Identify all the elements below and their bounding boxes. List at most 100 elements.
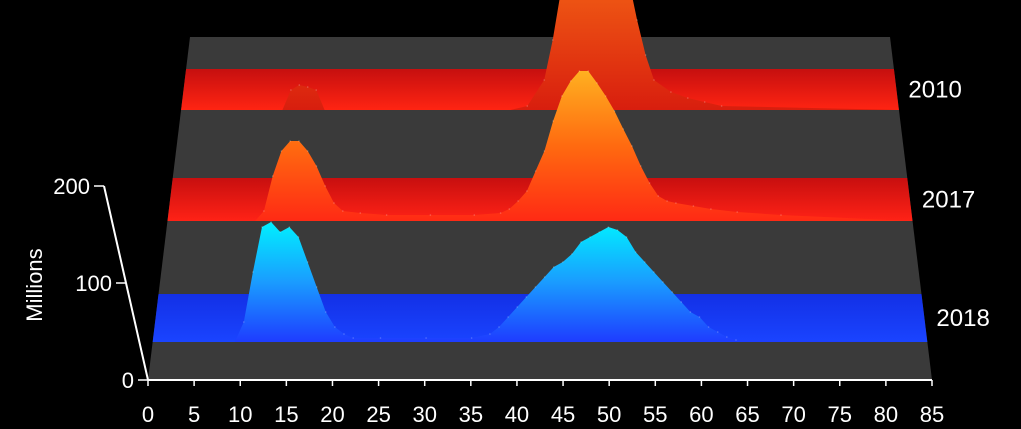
data-point-2018-53: [634, 251, 637, 253]
data-point-2017-48: [587, 70, 589, 72]
data-point-2018-49: [598, 231, 600, 233]
data-point-2017-14: [289, 140, 292, 142]
series-area-2010: [181, 0, 899, 110]
data-point-2017-41: [526, 190, 528, 192]
x-tick-label-60: 60: [689, 402, 713, 427]
data-point-2010-62: [703, 101, 706, 103]
data-point-2018-40: [516, 306, 518, 308]
data-point-2018-17: [306, 261, 309, 263]
data-point-2018-52: [625, 236, 628, 238]
data-point-2010-16: [315, 89, 318, 91]
data-point-2018-64: [735, 339, 737, 341]
x-tick-label-0: 0: [142, 402, 154, 427]
data-point-2018-48: [589, 236, 591, 238]
x-tick-label-70: 70: [781, 402, 805, 427]
data-point-2017-17: [315, 165, 318, 167]
data-point-2017-60: [692, 205, 695, 207]
data-point-2018-12: [261, 226, 263, 228]
data-point-2017-70: [780, 214, 782, 216]
data-point-2017-65: [736, 211, 738, 213]
data-point-2018-25: [379, 337, 382, 339]
data-point-2017-38: [499, 212, 502, 214]
data-point-2017-16: [306, 150, 309, 152]
data-point-2018-47: [580, 241, 582, 243]
data-point-2017-52: [622, 128, 625, 130]
data-point-2018-22: [352, 337, 355, 339]
chart-series: [152, 0, 928, 342]
data-point-2010-44: [551, 39, 554, 41]
series-2017: [167, 70, 913, 221]
data-point-2018-63: [726, 336, 728, 338]
data-point-2017-42: [534, 170, 537, 172]
data-point-2018-37: [489, 333, 491, 335]
x-tick-label-25: 25: [366, 402, 390, 427]
data-point-2010-43: [543, 79, 545, 81]
data-point-2018-41: [525, 296, 528, 298]
data-point-2018-44: [552, 266, 555, 268]
data-point-2018-62: [716, 331, 719, 333]
data-point-2010-15: [306, 86, 309, 88]
data-point-2010-58: [670, 91, 672, 93]
data-point-2018-42: [534, 286, 537, 288]
y-tick-label-200: 200: [53, 174, 90, 199]
data-point-2018-61: [707, 326, 710, 328]
x-tick-label-15: 15: [274, 402, 298, 427]
data-point-2018-60: [698, 316, 701, 318]
x-tick-label-85: 85: [920, 402, 944, 427]
data-point-2017-20: [342, 210, 344, 212]
data-point-2018-13: [270, 221, 272, 223]
data-point-2017-51: [613, 110, 616, 112]
data-point-2017-44: [552, 120, 554, 122]
data-point-2018-14: [279, 231, 282, 233]
series-2010: [181, 0, 899, 110]
data-point-2018-30: [425, 337, 427, 339]
series-label-2010: 2010: [908, 77, 961, 104]
data-point-2017-56: [657, 195, 660, 197]
x-tick-label-35: 35: [459, 402, 483, 427]
data-point-2010-55: [644, 54, 647, 56]
data-point-2010-14: [298, 84, 301, 86]
data-point-2018-51: [616, 229, 619, 231]
data-point-2018-59: [689, 311, 692, 313]
data-point-2017-57: [666, 200, 668, 202]
data-point-2018-56: [662, 281, 664, 283]
data-point-2010-54: [636, 19, 638, 21]
data-point-2018-35: [470, 337, 473, 339]
data-point-2018-11: [252, 271, 254, 273]
x-tick-label-20: 20: [320, 402, 344, 427]
x-tick-label-55: 55: [643, 402, 667, 427]
y-tick-label-100: 100: [75, 271, 112, 296]
data-point-2017-15: [298, 140, 300, 142]
series-label-2017: 2017: [922, 187, 975, 214]
data-point-2017-11: [263, 210, 265, 212]
data-point-2017-62: [710, 208, 712, 210]
data-point-2017-25: [385, 214, 388, 216]
series-label-2018: 2018: [936, 305, 989, 332]
data-point-2017-55: [648, 182, 651, 184]
data-point-2010-60: [687, 97, 689, 99]
data-point-2018-10: [243, 321, 245, 323]
y-tick-label-0: 0: [122, 368, 134, 393]
data-point-2010-41: [526, 105, 529, 107]
data-point-2010-13: [290, 89, 292, 91]
data-point-2010-56: [653, 79, 655, 81]
data-point-2017-30: [429, 214, 432, 216]
data-point-2017-58: [675, 202, 677, 204]
data-point-2017-49: [596, 82, 598, 84]
data-point-2017-53: [631, 145, 633, 147]
x-tick-label-65: 65: [735, 402, 759, 427]
data-point-2017-46: [569, 80, 572, 82]
data-point-2017-54: [640, 165, 642, 167]
y-axis-title: Millions: [22, 248, 47, 321]
data-point-2018-45: [562, 261, 564, 263]
x-tick-label-10: 10: [228, 402, 252, 427]
x-tick-label-40: 40: [505, 402, 529, 427]
x-tick-label-5: 5: [188, 402, 200, 427]
data-point-2017-47: [578, 70, 581, 72]
data-point-2017-12: [271, 175, 274, 177]
data-point-2018-21: [343, 333, 345, 335]
data-point-2018-54: [644, 261, 646, 263]
data-point-2017-35: [473, 214, 476, 216]
